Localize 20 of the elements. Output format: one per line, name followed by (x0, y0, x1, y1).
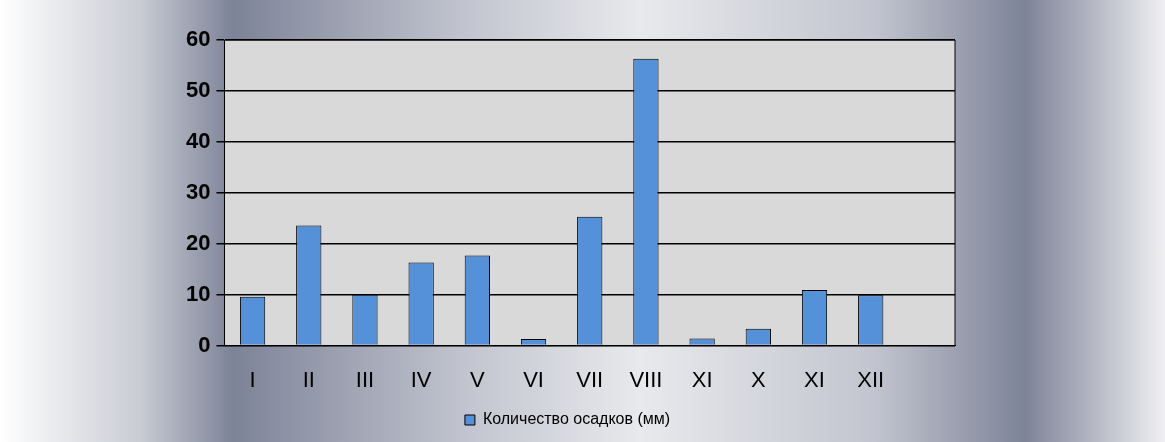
y-tick-label: 10 (185, 280, 211, 306)
x-tick-label: I (249, 366, 256, 392)
x-tick-label: X (750, 366, 766, 392)
x-tick-label: IV (410, 366, 432, 392)
x-tick-label: VIII (629, 366, 663, 392)
x-tick-label: VI (523, 366, 544, 392)
y-tick-label: 0 (198, 331, 211, 357)
x-tick-label: II (302, 366, 315, 392)
legend-label: Количество осадков (мм) (482, 410, 671, 428)
x-tick-label: XI (804, 366, 825, 392)
x-tick-label: V (470, 366, 485, 392)
y-tick-label: 50 (185, 77, 211, 102)
y-tick-label: 40 (185, 127, 211, 153)
x-tick-label: XI (691, 366, 713, 392)
y-tick-label: 20 (185, 229, 211, 255)
x-tick-label: VII (576, 366, 604, 392)
y-tick-label: 30 (185, 178, 211, 204)
y-tick-label: 60 (185, 26, 211, 52)
x-tick-label: XII (857, 366, 885, 392)
x-tick-label: III (355, 366, 375, 392)
